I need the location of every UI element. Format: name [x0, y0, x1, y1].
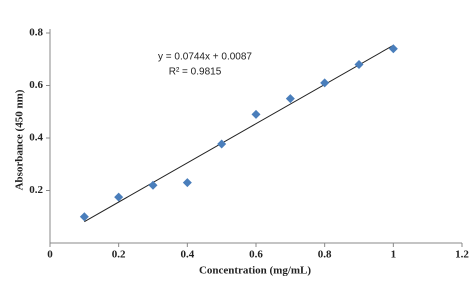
- x-tick-label: 0.8: [318, 249, 332, 261]
- x-tick-label: 0.6: [249, 249, 263, 261]
- x-tick-label: 1.2: [455, 249, 469, 261]
- y-axis-label: Absorbance (450 nm): [14, 89, 26, 190]
- data-point: [251, 109, 261, 119]
- y-tick-label: 0.8: [29, 27, 43, 39]
- data-point: [320, 78, 330, 88]
- data-point: [148, 180, 158, 190]
- y-tick-label: 0.2: [29, 184, 43, 196]
- data-point: [79, 212, 89, 222]
- data-point: [114, 192, 124, 202]
- data-point: [388, 44, 398, 54]
- data-point: [182, 178, 192, 188]
- r-squared: R² = 0.9815: [169, 67, 222, 78]
- x-tick-label: 0.2: [112, 249, 126, 261]
- trendline: [84, 44, 394, 223]
- x-tick-label: 0.4: [180, 249, 194, 261]
- x-tick-label: 0: [47, 249, 53, 261]
- data-point: [285, 94, 295, 104]
- y-tick-label: 0.6: [29, 79, 43, 91]
- x-tick-label: 1: [391, 249, 397, 261]
- x-axis-label: Concentration (mg/mL): [199, 265, 311, 277]
- data-point: [217, 139, 227, 149]
- data-point: [354, 60, 364, 69]
- y-tick-label: 0.4: [29, 132, 43, 144]
- equation: y = 0.0744x + 0.0087: [158, 52, 252, 63]
